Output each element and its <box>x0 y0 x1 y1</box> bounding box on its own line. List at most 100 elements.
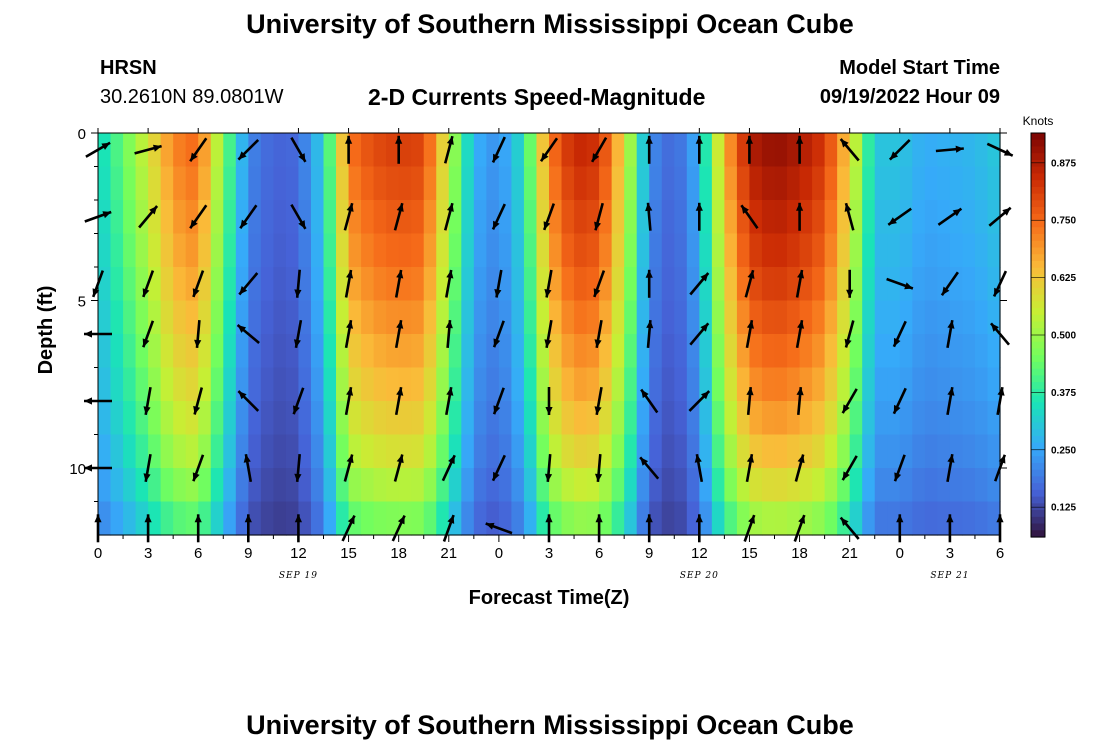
heatmap-cell <box>774 401 788 436</box>
heatmap-cell <box>148 166 162 201</box>
heatmap-cell <box>974 434 989 469</box>
arrow-head <box>1003 149 1013 156</box>
heatmap-cell <box>574 401 588 436</box>
heatmap-cell <box>611 334 625 369</box>
heatmap-cell <box>273 166 287 201</box>
heatmap-cell <box>862 334 876 369</box>
heatmap-cell <box>98 501 112 536</box>
heatmap-cell <box>486 233 500 268</box>
current-arrow <box>695 202 703 231</box>
heatmap-cell <box>586 501 600 536</box>
arrow-head <box>446 136 454 145</box>
current-arrow <box>645 202 653 231</box>
heatmap-cell <box>273 501 287 536</box>
current-arrow <box>142 320 155 348</box>
heatmap-cell <box>787 200 801 235</box>
current-arrow <box>645 269 653 298</box>
heatmap-cell <box>837 166 851 201</box>
heatmap-cell <box>198 300 212 335</box>
arrow-head <box>446 387 454 396</box>
colorbar-segment <box>1031 355 1045 363</box>
heatmap-cell <box>260 166 274 201</box>
arrow-head <box>243 454 251 463</box>
station-name: HRSN <box>100 57 157 79</box>
arrow-head <box>796 135 804 144</box>
heatmap-cell <box>824 468 838 503</box>
heatmap-cell <box>962 133 976 168</box>
heatmap-cell <box>549 166 563 201</box>
heatmap-cell <box>336 300 350 335</box>
heatmap-cell <box>749 367 763 402</box>
heatmap-cell <box>799 133 813 168</box>
heatmap-cell <box>774 501 788 536</box>
heatmap-cell <box>511 267 525 302</box>
heatmap-cell <box>874 233 888 268</box>
heatmap-cell <box>285 501 300 536</box>
heatmap-cell <box>523 300 538 335</box>
arrow-head <box>346 270 354 279</box>
heatmap-cell <box>498 233 513 268</box>
heatmap-cell <box>411 501 425 536</box>
heatmap-cell <box>298 233 312 268</box>
heatmap-cell <box>749 501 763 536</box>
heatmap-cell <box>386 233 400 268</box>
heatmap-cell <box>987 166 1001 201</box>
heatmap-cell <box>498 334 513 369</box>
heatmap-cell <box>711 233 725 268</box>
date-label: SEP 20 <box>680 571 719 581</box>
heatmap-cell <box>373 334 387 369</box>
heatmap-cell <box>135 166 149 201</box>
current-arrow <box>134 144 162 155</box>
colorbar-tick-label: 0.875 <box>1051 158 1076 169</box>
heatmap-cell <box>624 233 638 268</box>
heatmap-cell <box>260 468 274 503</box>
heatmap-cell <box>323 233 337 268</box>
heatmap-cell <box>837 267 851 302</box>
heatmap-cell <box>173 468 187 503</box>
heatmap-cell <box>549 501 563 536</box>
heatmap-cell <box>686 133 700 168</box>
colorbar-tick-label: 0.375 <box>1051 388 1076 399</box>
heatmap-cell <box>386 300 400 335</box>
arrow-head <box>493 338 501 348</box>
heatmap-cell <box>987 367 1001 402</box>
heatmap-cell <box>323 401 337 436</box>
current-arrow <box>793 514 806 542</box>
heatmap-cell <box>123 367 137 402</box>
heatmap-cell <box>398 401 412 436</box>
heatmap-cell <box>361 334 375 369</box>
heatmap-cell <box>761 401 776 436</box>
heatmap-cell <box>173 300 187 335</box>
current-arrow <box>442 514 455 542</box>
heatmap-cell <box>699 334 713 369</box>
arrow-head <box>842 404 850 414</box>
colorbar-segment <box>1031 348 1045 356</box>
current-arrow <box>290 136 307 163</box>
heatmap-cell <box>912 200 926 235</box>
heatmap-cell <box>511 233 525 268</box>
arrow-head <box>293 339 301 348</box>
heatmap-cell <box>398 334 412 369</box>
heatmap-cell <box>749 334 763 369</box>
heatmap-cell <box>699 434 713 469</box>
current-arrow <box>745 453 754 483</box>
heatmap-cell <box>699 166 713 201</box>
y-axis: 0 5 10 Depth (ft) <box>35 126 1007 502</box>
arrow-head <box>293 405 300 415</box>
heatmap-cell <box>987 300 1001 335</box>
current-arrow <box>391 515 406 542</box>
heatmap-cell <box>148 468 162 503</box>
x-axis: 0 3 6 9 12 15 18 21 0 3 6 9 12 15 18 21 0 3 6 SEP 19 SEP 20 S… <box>94 128 1004 609</box>
y-tick-label: 10 <box>69 461 86 478</box>
x-tick-label: 18 <box>791 545 808 562</box>
heatmap-cell <box>361 367 375 402</box>
current-arrow <box>844 202 855 231</box>
colorbar-segment <box>1031 173 1045 181</box>
heatmap-cell <box>812 468 826 503</box>
heatmap-cell <box>423 401 437 436</box>
heatmap-cell <box>348 468 362 503</box>
heatmap-cell <box>774 468 788 503</box>
heatmap-cell <box>373 501 387 536</box>
heatmap-cell <box>473 501 487 536</box>
